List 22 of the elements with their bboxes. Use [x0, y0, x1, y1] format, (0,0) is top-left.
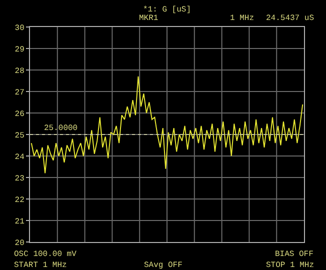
text: START 1 MHz [14, 261, 68, 270]
text: SAvg OFF [144, 261, 183, 270]
text: BIAS OFF [275, 250, 314, 259]
y-tick-label: 27 [14, 88, 25, 98]
text: 1 MHz [230, 14, 254, 23]
text: STOP 1 MHz [266, 261, 314, 270]
ref-line-label: 25.0000 [44, 124, 78, 133]
text: MKR1 [139, 14, 158, 23]
text: OSC 100.00 mV [14, 250, 77, 259]
y-tick-label: 25 [14, 131, 25, 140]
y-tick-label: 29 [14, 45, 25, 54]
y-tick-label: 22 [14, 196, 25, 205]
y-tick-label: 28 [14, 66, 25, 76]
y-tick-label: 23 [14, 174, 25, 184]
y-tick-label: 26 [14, 110, 25, 119]
y-tick-label: 20 [14, 238, 25, 248]
y-tick-label: 30 [14, 24, 25, 33]
line-series [30, 76, 304, 174]
chart-title: *1: G [uS] [142, 6, 192, 15]
y-tick-label: 21 [14, 217, 25, 226]
text: 24.5437 uS [266, 14, 314, 23]
y-tick-label: 24 [14, 152, 25, 162]
